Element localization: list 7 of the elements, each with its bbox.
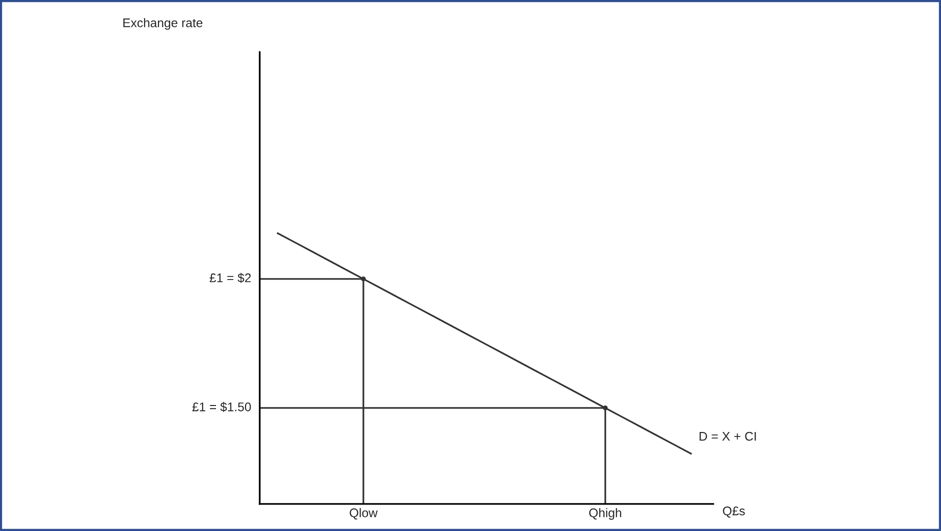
- series-label: £1 = $1.50: [192, 402, 251, 412]
- x-tick-label: Qhigh: [589, 508, 622, 520]
- text: Exchange rate: [123, 18, 202, 30]
- x-axis-title: Q£s: [722, 506, 745, 518]
- x-tick-label: Qlow: [350, 508, 378, 520]
- series-label: £1 = $2: [210, 272, 251, 284]
- series-label: D = X + CI: [700, 432, 756, 441]
